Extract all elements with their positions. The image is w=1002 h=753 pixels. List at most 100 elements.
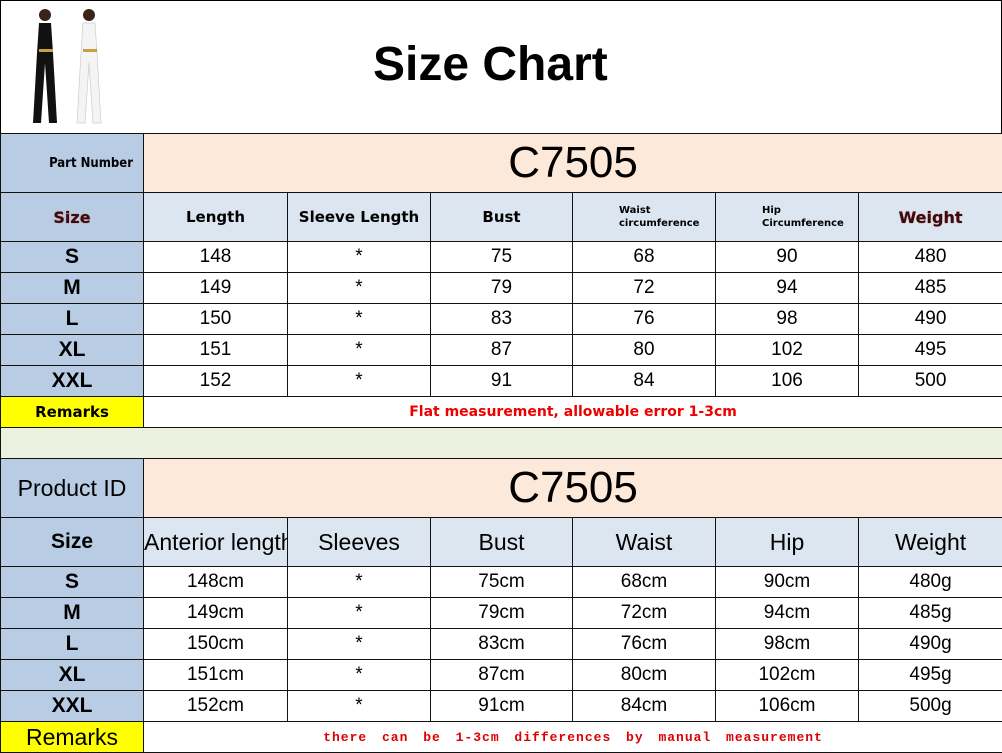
size-cell: S [1,242,144,273]
part-number-value: C7505 [144,134,1002,193]
product-id-label: Product ID [1,459,144,518]
size-cell: XL [1,660,144,691]
value-cell: 500g [859,691,1002,722]
value-cell: 485 [859,273,1002,304]
value-cell: 151 [144,335,288,366]
size-cell: XXL [1,366,144,397]
value-cell: * [288,366,431,397]
value-cell: * [288,660,431,691]
header-row: Size Length Sleeve Length Bust Waist cir… [1,193,1002,242]
size-cell: M [1,598,144,629]
value-cell: 83cm [431,629,573,660]
value-cell: * [288,242,431,273]
value-cell: 150cm [144,629,288,660]
size-cell: XXL [1,691,144,722]
value-cell: 90cm [716,567,859,598]
value-cell: 79 [431,273,573,304]
value-cell: 495g [859,660,1002,691]
value-cell: * [288,335,431,366]
size-cell: XL [1,335,144,366]
value-cell: * [288,304,431,335]
value-cell: * [288,691,431,722]
header-size: Size [1,193,144,242]
size-cell: S [1,567,144,598]
value-cell: 87 [431,335,573,366]
value-cell: 75 [431,242,573,273]
spacer-row [1,428,1002,459]
header-row: Size Anterior length Sleeves Bust Waist … [1,518,1002,567]
header-sleeve-length: Sleeve Length [288,193,431,242]
size-cell: L [1,304,144,335]
value-cell: 149cm [144,598,288,629]
value-cell: 98cm [716,629,859,660]
remarks-label: Remarks [1,722,144,753]
value-cell: 500 [859,366,1002,397]
part-number-label: Part Number [1,134,144,193]
value-cell: 80cm [573,660,716,691]
value-cell: 76cm [573,629,716,660]
value-cell: 83 [431,304,573,335]
header-size: Size [1,518,144,567]
remarks-label: Remarks [1,397,144,428]
value-cell: 90 [716,242,859,273]
value-cell: 79cm [431,598,573,629]
header-weight: Weight [859,518,1002,567]
value-cell: 152 [144,366,288,397]
value-cell: 102cm [716,660,859,691]
value-cell: 72cm [573,598,716,629]
value-cell: * [288,598,431,629]
value-cell: 148cm [144,567,288,598]
header-waist: Waist circumference [573,193,716,242]
value-cell: 84 [573,366,716,397]
product-id-value: C7505 [144,459,1002,518]
value-cell: 68cm [573,567,716,598]
value-cell: 91 [431,366,573,397]
header-waist: Waist [573,518,716,567]
header-banner: Size Chart [0,0,1002,133]
value-cell: 98 [716,304,859,335]
value-cell: 102 [716,335,859,366]
value-cell: 76 [573,304,716,335]
value-cell: 68 [573,242,716,273]
value-cell: 72 [573,273,716,304]
value-cell: 148 [144,242,288,273]
value-cell: 490 [859,304,1002,335]
value-cell: 480 [859,242,1002,273]
page-title: Size Chart [373,37,608,92]
value-cell: 106cm [716,691,859,722]
header-sleeves: Sleeves [288,518,431,567]
value-cell: 150 [144,304,288,335]
header-bust: Bust [431,518,573,567]
value-cell: * [288,629,431,660]
header-bust: Bust [431,193,573,242]
value-cell: 94 [716,273,859,304]
value-cell: 91cm [431,691,573,722]
header-hip: Hip [716,518,859,567]
size-chart-table-1: Part Number C7505 Size Length Sleeve Len… [0,133,1002,459]
size-cell: M [1,273,144,304]
header-weight: Weight [859,193,1002,242]
remarks-text: Flat measurement, allowable error 1-3cm [144,397,1002,428]
product-models-image [21,5,113,127]
value-cell: 151cm [144,660,288,691]
value-cell: 485g [859,598,1002,629]
value-cell: 80 [573,335,716,366]
value-cell: 94cm [716,598,859,629]
value-cell: 106 [716,366,859,397]
value-cell: 152cm [144,691,288,722]
value-cell: * [288,567,431,598]
value-cell: 84cm [573,691,716,722]
value-cell: 87cm [431,660,573,691]
value-cell: 480g [859,567,1002,598]
value-cell: 149 [144,273,288,304]
value-cell: * [288,273,431,304]
